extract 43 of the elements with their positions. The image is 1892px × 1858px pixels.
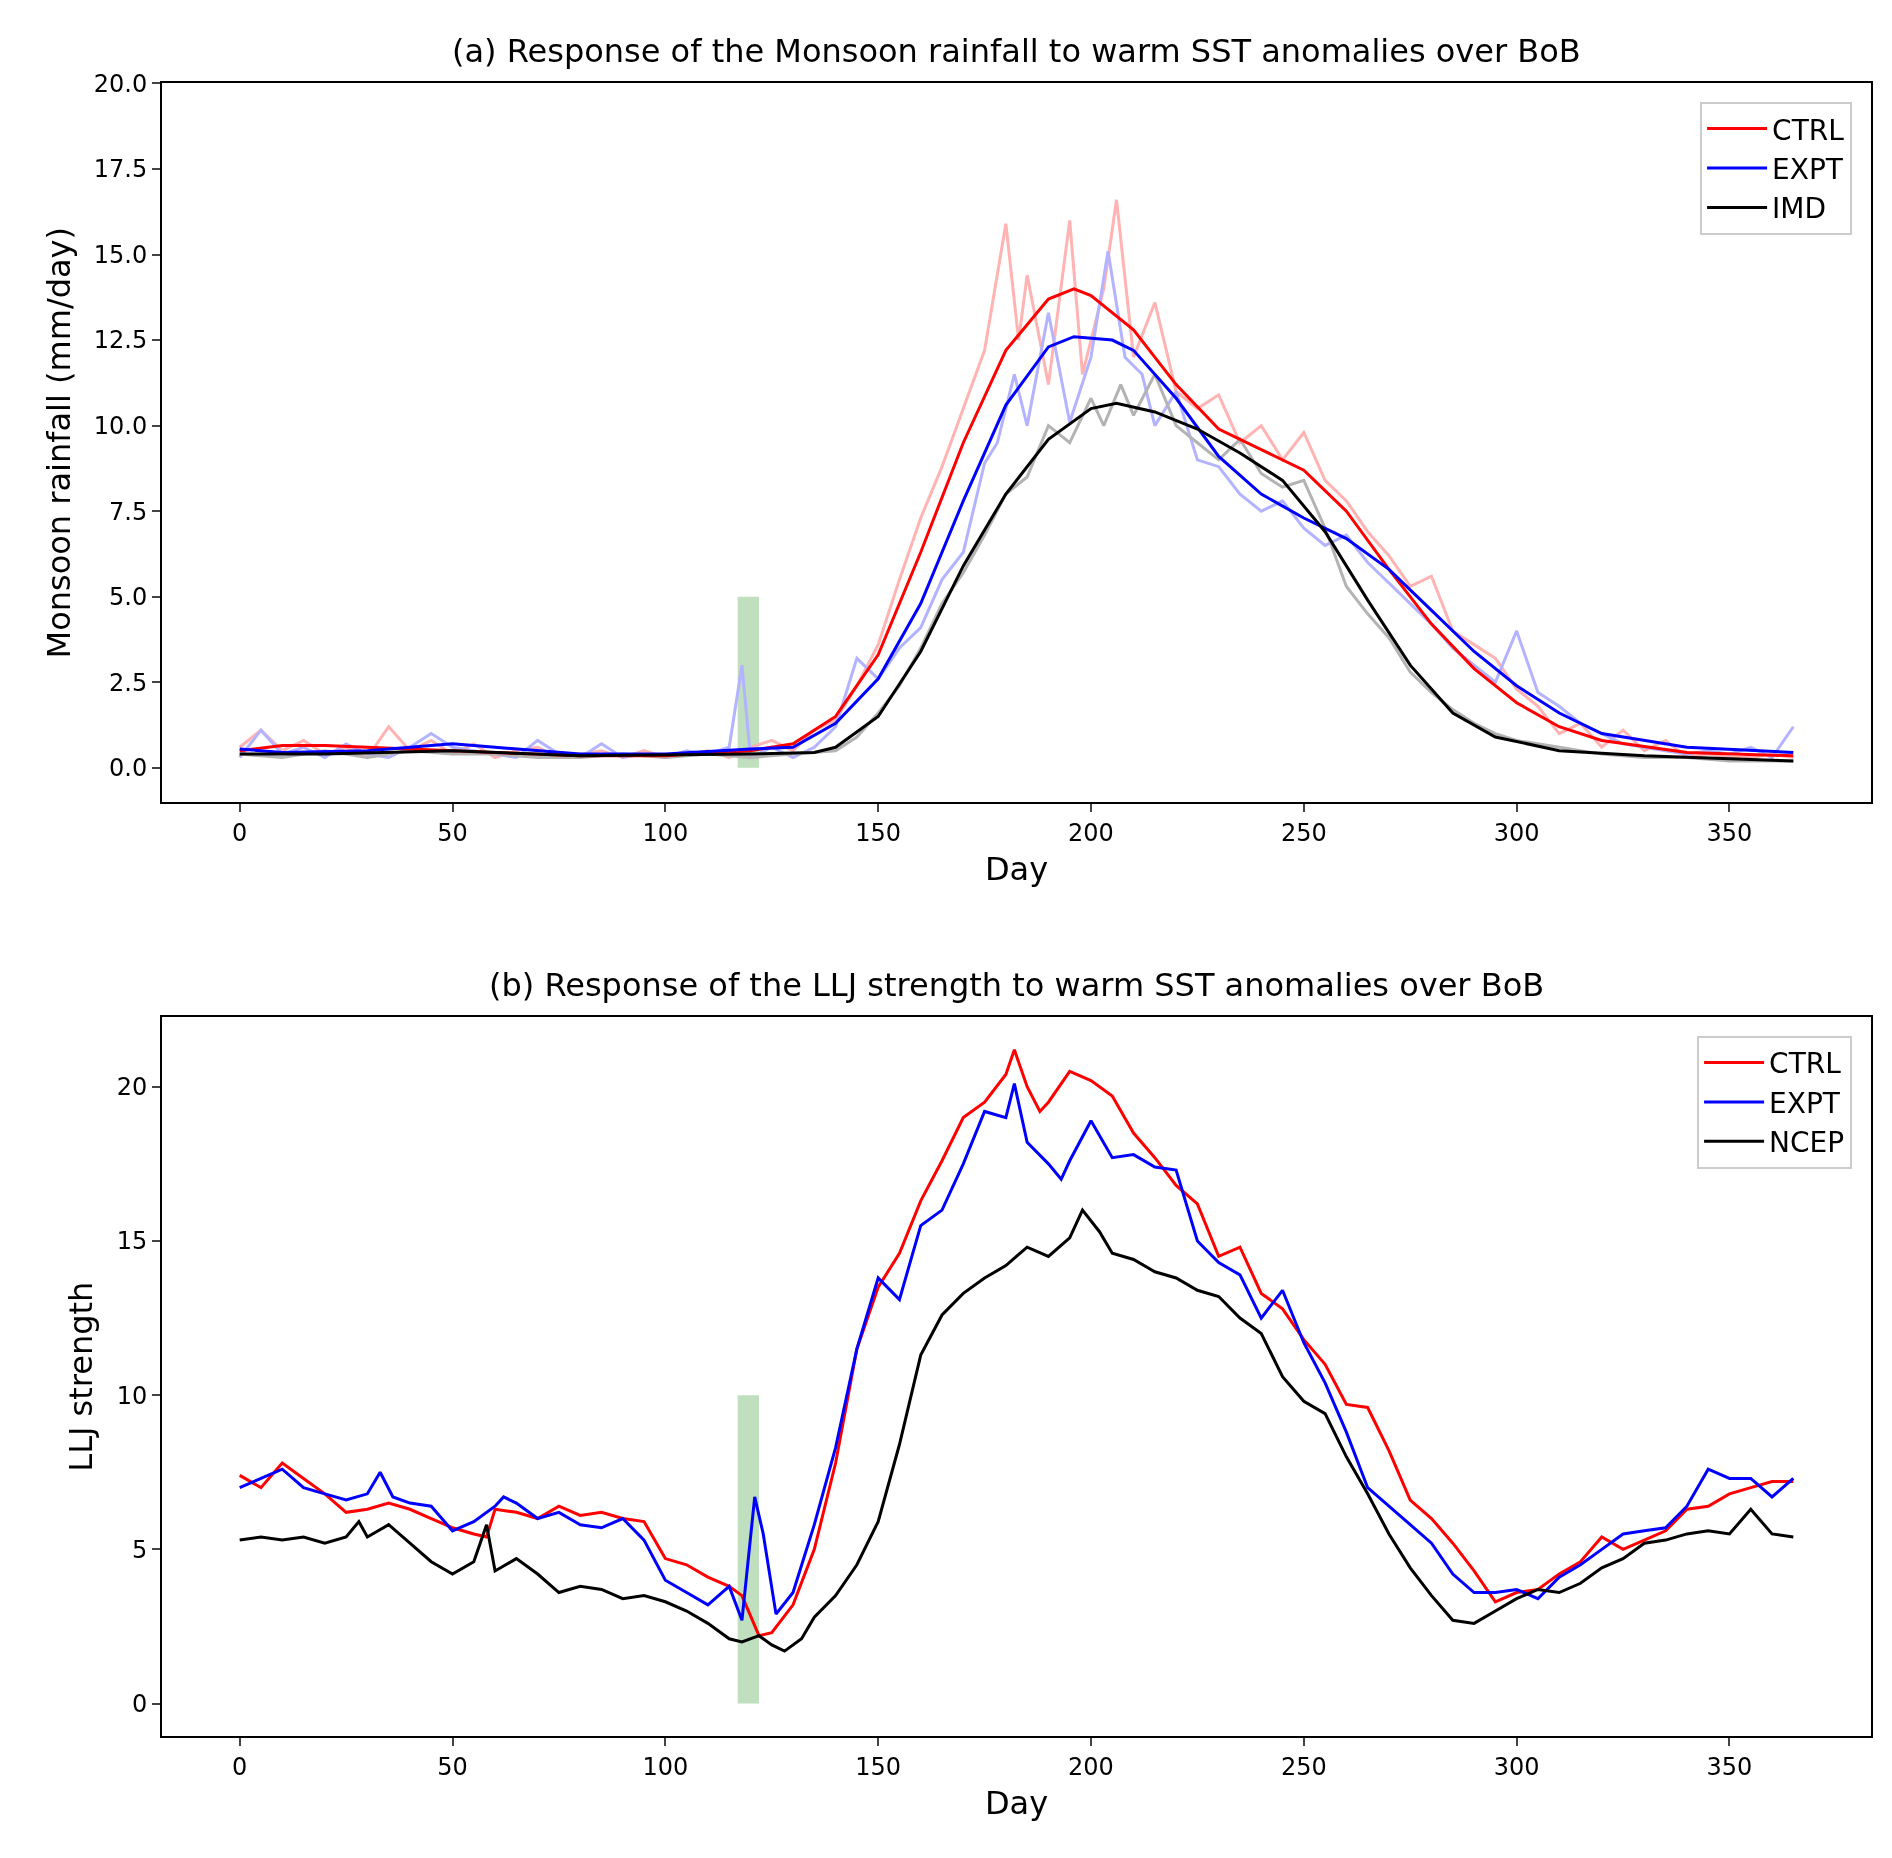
legend-label: CTRL [1769, 1047, 1842, 1081]
y-tick-label: 7.5 [109, 497, 148, 526]
y-tick-label: 15.0 [93, 240, 148, 269]
x-tick-label: 200 [1068, 818, 1114, 847]
y-axis-title: LLJ strength [62, 1281, 101, 1472]
x-tick-label: 100 [642, 818, 689, 847]
y-tick-label: 17.5 [93, 155, 148, 184]
x-tick-label: 300 [1493, 1752, 1540, 1781]
y-tick-label: 10.0 [93, 412, 148, 441]
chart-title: (a) Response of the Monsoon rainfall to warm SST anomalies over BoB [452, 32, 1581, 70]
x-tick-label: 50 [437, 1752, 468, 1781]
y-axis-title: Monsoon rainfall (mm/day) [39, 227, 78, 659]
x-tick-label: 250 [1280, 1752, 1327, 1781]
y-tick-label: 20 [116, 1073, 148, 1102]
line-series [238, 1208, 1795, 1653]
legend-label: EXPT [1772, 152, 1844, 186]
y-tick-label: 2.5 [109, 668, 148, 697]
y-tick-label: 20.0 [93, 69, 148, 98]
x-tick-label: 300 [1493, 818, 1540, 847]
x-tick-label: 0 [232, 818, 248, 847]
legend-label: NCEP [1769, 1126, 1845, 1160]
x-tick-label: 150 [855, 818, 902, 847]
y-tick-label: 5 [131, 1535, 148, 1564]
x-axis-title: Day [984, 1784, 1049, 1823]
x-tick-label: 0 [232, 1752, 248, 1781]
x-tick-label: 350 [1706, 1752, 1753, 1781]
y-tick-label: 0.0 [109, 754, 148, 783]
x-tick-label: 250 [1280, 818, 1327, 847]
y-tick-label: 15 [116, 1227, 148, 1256]
x-tick-label: 350 [1706, 818, 1753, 847]
y-tick-label: 0 [131, 1689, 148, 1718]
legend-label: IMD [1772, 192, 1827, 226]
y-tick-label: 12.5 [93, 326, 148, 355]
legend-label: EXPT [1769, 1086, 1841, 1120]
legend-label: CTRL [1772, 113, 1845, 147]
chart-title: (b) Response of the LLJ strength to warm SST anomalies over BoB [489, 966, 1545, 1004]
y-tick-label: 10 [116, 1381, 148, 1410]
x-tick-label: 200 [1068, 1752, 1114, 1781]
x-tick-label: 100 [642, 1752, 689, 1781]
y-tick-label: 5.0 [109, 583, 148, 612]
x-axis-title: Day [984, 850, 1049, 889]
x-tick-label: 50 [437, 818, 468, 847]
x-tick-label: 150 [855, 1752, 902, 1781]
